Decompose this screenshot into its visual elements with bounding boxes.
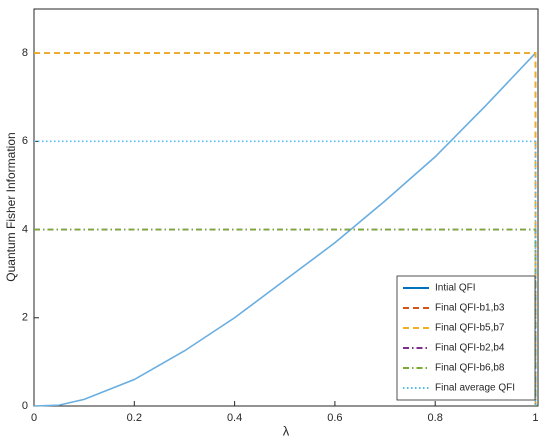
x-tick-label: 0.8 (428, 412, 443, 424)
y-tick-label: 6 (22, 135, 28, 147)
y-tick-label: 4 (22, 223, 28, 235)
legend-label: Intial QFI (435, 283, 476, 294)
y-tick-label: 0 (22, 400, 28, 412)
y-tick-label: 8 (22, 47, 28, 59)
legend: Intial QFI Final QFI-b1,b3 Final QFI-b5,b7… (396, 275, 536, 401)
x-tick-label: 0.6 (327, 412, 342, 424)
legend-label: Final QFI-b6,b8 (435, 363, 505, 374)
series-line (34, 140, 537, 406)
series-line (34, 228, 537, 406)
x-tick-label: 0.4 (227, 412, 242, 424)
y-axis-label: Quantum Fisher Information (4, 132, 18, 281)
legend-label: Final QFI-b1,b3 (435, 303, 505, 314)
series-line (34, 52, 537, 406)
legend-box (396, 275, 536, 401)
x-axis-label: λ (283, 423, 290, 438)
x-tick-label: 0.2 (127, 412, 142, 424)
y-tick-label: 2 (22, 312, 28, 324)
series-line (33, 52, 537, 407)
legend-label: Final QFI-b5,b7 (435, 323, 505, 334)
legend-label: Final average QFI (435, 383, 515, 394)
legend-label: Final QFI-b2,b4 (435, 343, 505, 354)
x-tick-label: 0 (31, 412, 37, 424)
x-tick-label: 1 (532, 412, 538, 424)
